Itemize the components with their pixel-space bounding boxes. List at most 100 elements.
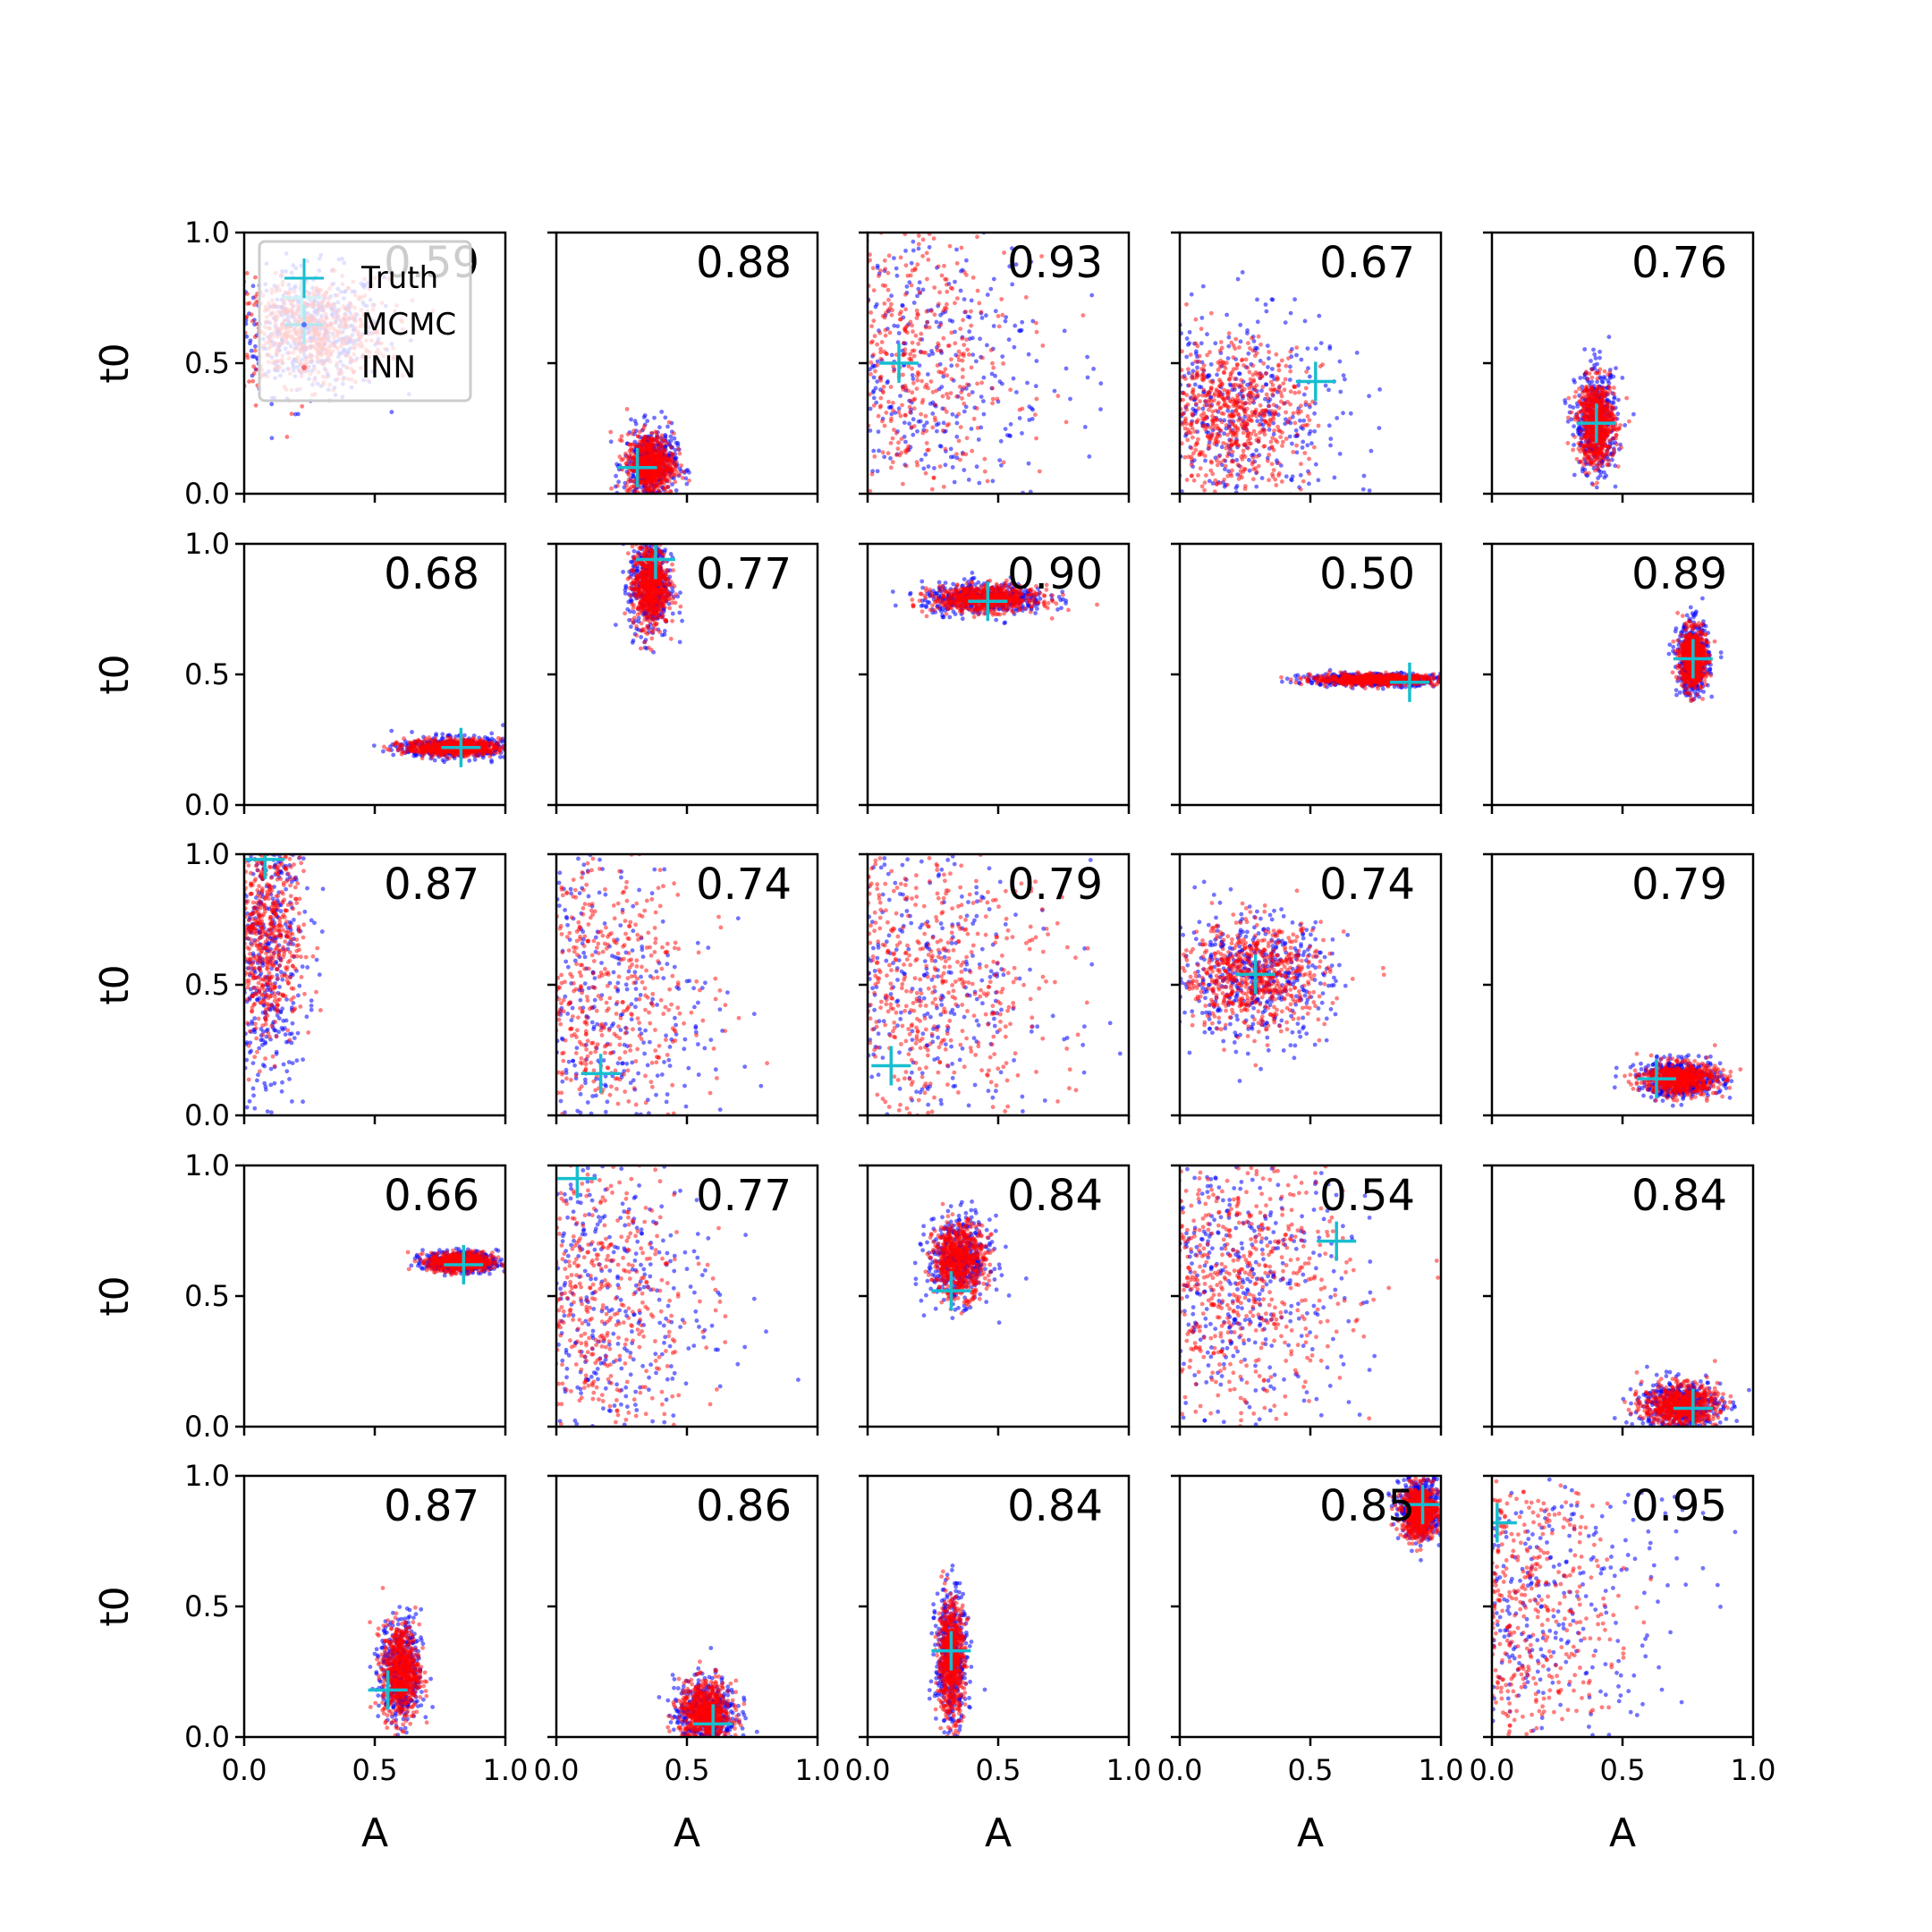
inn-point (1167, 422, 1172, 427)
inn-point (785, 305, 790, 309)
mcmc-point (1168, 482, 1173, 487)
inn-point (802, 471, 807, 476)
inn-point (666, 468, 671, 472)
inn-point (1239, 465, 1243, 470)
mcmc-point (810, 365, 815, 369)
inn-point (835, 440, 840, 445)
inn-point (608, 430, 613, 435)
inn-point (1166, 455, 1171, 460)
inn-point (1289, 389, 1293, 394)
inn-point (253, 294, 258, 299)
inn-point (812, 308, 817, 312)
mcmc-point (1157, 445, 1162, 450)
inn-point (1199, 326, 1204, 331)
mcmc-point (836, 471, 841, 476)
mcmc-point (1326, 388, 1331, 393)
inn-point (886, 451, 891, 455)
inn-point (856, 276, 860, 281)
inn-point (1231, 450, 1235, 454)
inn-point (228, 297, 233, 301)
mcmc-point (993, 374, 997, 378)
inn-point (903, 352, 908, 356)
mcmc-point (1595, 486, 1599, 490)
inn-point (1210, 434, 1215, 438)
inn-point (205, 301, 209, 306)
mcmc-point (984, 313, 988, 318)
inn-point (1169, 400, 1174, 404)
inn-point (945, 302, 949, 307)
mcmc-point (1007, 337, 1012, 342)
inn-point (824, 339, 828, 343)
inn-point (896, 446, 901, 451)
mcmc-point (785, 408, 790, 412)
mcmc-point (1112, 392, 1116, 396)
mcmc-point (1030, 406, 1034, 411)
inn-point (1250, 349, 1255, 353)
inn-point (1186, 454, 1191, 459)
inn-point (1184, 408, 1189, 412)
mcmc-point (1229, 496, 1233, 500)
inn-point (1064, 420, 1069, 425)
inn-point (1193, 443, 1198, 447)
mcmc-point (889, 412, 894, 417)
mcmc-point (1284, 474, 1289, 479)
inn-point (1244, 401, 1249, 405)
inn-point (965, 348, 970, 352)
mcmc-point (857, 469, 861, 473)
mcmc-point (944, 462, 948, 467)
inn-point (624, 488, 629, 493)
inn-point (1246, 446, 1250, 451)
inn-point (1195, 420, 1199, 425)
mcmc-point (1319, 341, 1324, 345)
inn-point (953, 341, 957, 345)
mcmc-point (962, 468, 966, 472)
inn-point (888, 331, 893, 335)
inn-point (891, 436, 895, 441)
inn-point (801, 278, 806, 283)
mcmc-point (740, 430, 744, 435)
inn-point (906, 445, 911, 449)
inn-point (233, 327, 238, 332)
inn-point (840, 562, 844, 566)
inn-point (1239, 383, 1243, 387)
inn-point (784, 335, 788, 340)
inn-point (250, 312, 254, 317)
inn-point (1307, 471, 1311, 476)
inn-point (919, 546, 923, 550)
mcmc-point (1159, 421, 1164, 426)
mcmc-point (1246, 352, 1250, 356)
mcmc-point (1312, 429, 1317, 434)
inn-point (639, 480, 643, 485)
inn-point (857, 334, 861, 338)
inn-point (911, 329, 915, 334)
mcmc-point (975, 464, 979, 469)
mcmc-point (1616, 398, 1621, 402)
mcmc-point (1151, 431, 1156, 436)
mcmc-point (907, 421, 911, 426)
inn-point (851, 315, 855, 319)
mcmc-point (1156, 351, 1160, 355)
mcmc-point (1100, 351, 1105, 355)
inn-point (930, 426, 935, 430)
mcmc-point (1598, 473, 1603, 478)
mcmc-point (869, 407, 873, 411)
mcmc-point (1163, 404, 1167, 409)
inn-point (847, 325, 852, 329)
mcmc-point (1208, 374, 1212, 378)
mcmc-point (887, 405, 892, 410)
inn-point (1249, 442, 1253, 446)
panel-points (1563, 335, 1636, 513)
inn-point (1306, 414, 1310, 419)
inn-point (961, 452, 965, 456)
mcmc-point (928, 245, 932, 250)
inn-point (881, 284, 886, 288)
mcmc-point (642, 415, 647, 419)
inn-point (1276, 362, 1281, 367)
mcmc-point (851, 383, 855, 387)
inn-point (857, 382, 861, 386)
mcmc-point (949, 447, 953, 452)
inn-point (729, 515, 733, 520)
mcmc-point (892, 256, 896, 260)
inn-point (896, 440, 901, 445)
inn-point (854, 352, 859, 356)
